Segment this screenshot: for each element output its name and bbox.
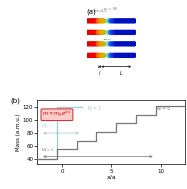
Circle shape [111, 30, 116, 34]
Text: $L_{N_l=1}$: $L_{N_l=1}$ [41, 123, 54, 131]
Circle shape [129, 30, 134, 34]
Text: (a): (a) [87, 9, 96, 15]
Circle shape [127, 30, 131, 34]
X-axis label: x/a: x/a [106, 175, 116, 180]
Circle shape [89, 19, 93, 23]
Circle shape [89, 53, 93, 57]
Text: n = 1: n = 1 [92, 9, 104, 13]
Circle shape [132, 53, 136, 57]
Text: $m = m_0 e^{\alpha x}$: $m = m_0 e^{\alpha x}$ [42, 110, 72, 119]
Text: n = $N_l$: n = $N_l$ [103, 6, 119, 13]
Circle shape [101, 42, 105, 46]
Circle shape [86, 42, 90, 46]
Circle shape [91, 19, 95, 23]
Circle shape [132, 30, 136, 34]
Circle shape [124, 42, 128, 46]
Circle shape [132, 19, 136, 23]
Circle shape [132, 42, 136, 46]
Text: (b): (b) [11, 97, 21, 104]
Text: n = 2: n = 2 [95, 9, 107, 13]
Circle shape [106, 30, 111, 34]
Text: $N_l = 1$: $N_l = 1$ [87, 104, 102, 113]
Circle shape [129, 53, 134, 57]
Circle shape [119, 30, 123, 34]
Circle shape [124, 19, 128, 23]
Circle shape [111, 42, 116, 46]
Text: $L_{N_l=5}$: $L_{N_l=5}$ [41, 147, 54, 155]
Circle shape [91, 42, 95, 46]
Circle shape [106, 42, 111, 46]
Circle shape [99, 42, 103, 46]
Circle shape [94, 42, 98, 46]
Circle shape [96, 19, 100, 23]
Circle shape [124, 30, 128, 34]
Circle shape [94, 53, 98, 57]
Circle shape [109, 30, 113, 34]
Circle shape [99, 53, 103, 57]
Circle shape [122, 53, 126, 57]
Circle shape [114, 42, 118, 46]
Circle shape [89, 30, 93, 34]
Circle shape [96, 30, 100, 34]
Circle shape [101, 30, 105, 34]
Text: $N_l = 5$: $N_l = 5$ [156, 104, 171, 113]
Circle shape [101, 19, 105, 23]
Circle shape [89, 42, 93, 46]
Circle shape [86, 30, 90, 34]
Circle shape [91, 30, 95, 34]
Circle shape [117, 19, 121, 23]
Y-axis label: Mass (a.m.u.): Mass (a.m.u.) [16, 114, 21, 151]
Circle shape [119, 19, 123, 23]
Circle shape [106, 19, 111, 23]
Circle shape [101, 53, 105, 57]
Circle shape [127, 42, 131, 46]
Circle shape [111, 19, 116, 23]
Circle shape [122, 19, 126, 23]
Circle shape [114, 19, 118, 23]
Text: $L$: $L$ [119, 69, 123, 77]
Circle shape [99, 19, 103, 23]
Circle shape [122, 42, 126, 46]
Circle shape [91, 53, 95, 57]
Circle shape [114, 53, 118, 57]
Circle shape [117, 30, 121, 34]
Circle shape [124, 53, 128, 57]
Text: $l$: $l$ [98, 69, 101, 77]
Circle shape [109, 19, 113, 23]
Circle shape [117, 42, 121, 46]
Circle shape [94, 30, 98, 34]
Circle shape [127, 53, 131, 57]
Circle shape [129, 42, 134, 46]
Circle shape [111, 53, 116, 57]
Circle shape [109, 42, 113, 46]
Circle shape [119, 42, 123, 46]
Circle shape [96, 42, 100, 46]
Circle shape [86, 53, 90, 57]
Circle shape [129, 19, 134, 23]
Circle shape [106, 53, 111, 57]
Circle shape [114, 30, 118, 34]
Circle shape [99, 30, 103, 34]
Circle shape [127, 19, 131, 23]
Circle shape [86, 19, 90, 23]
Circle shape [119, 53, 123, 57]
Text: ...: ... [102, 35, 110, 41]
Circle shape [122, 30, 126, 34]
Circle shape [94, 19, 98, 23]
Circle shape [117, 53, 121, 57]
Circle shape [96, 53, 100, 57]
Circle shape [109, 53, 113, 57]
